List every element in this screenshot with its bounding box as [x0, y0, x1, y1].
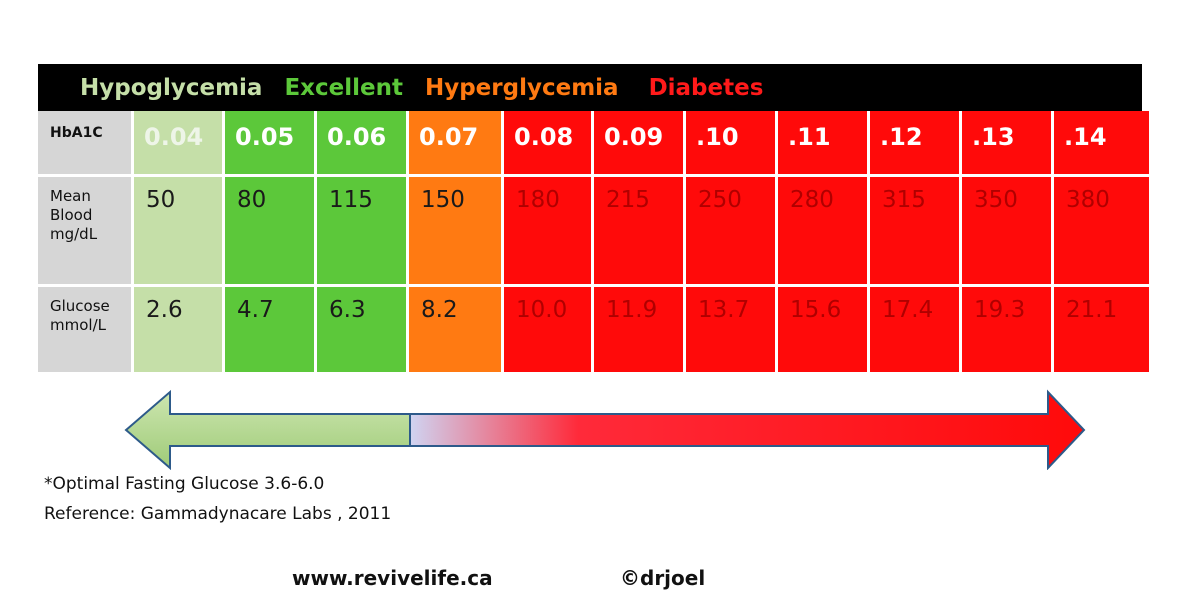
glucose-cell: 17.4	[870, 287, 962, 375]
legend-hypoglycemia: Hypoglycemia	[80, 74, 263, 101]
legend-excellent: Excellent	[284, 74, 403, 101]
mean-blood-cell: 150	[409, 177, 504, 287]
legend-bar: Hypoglycemia Excellent Hyperglycemia Dia…	[38, 64, 1142, 111]
hba1c-cell: 0.04	[134, 111, 225, 177]
row-label-hba1c: HbA1C	[38, 111, 134, 177]
hba1c-cell: .11	[778, 111, 870, 177]
legend-diabetes: Diabetes	[648, 74, 764, 101]
hba1c-conversion-table: HbA1C 0.04 0.05 0.06 0.07 0.08 0.09 .10 …	[38, 111, 1152, 375]
mean-blood-cell: 180	[504, 177, 594, 287]
mean-blood-cell: 380	[1054, 177, 1152, 287]
double-arrow-icon	[124, 389, 1086, 470]
mean-blood-cell: 115	[317, 177, 409, 287]
row-label-mean-blood: Mean Blood mg/dL	[38, 177, 134, 287]
mean-blood-cell: 350	[962, 177, 1054, 287]
hba1c-cell: .14	[1054, 111, 1152, 177]
hba1c-cell: 0.07	[409, 111, 504, 177]
row-label-line: mmol/L	[50, 316, 106, 334]
row-label-line: Mean	[50, 187, 91, 205]
glucose-cell: 10.0	[504, 287, 594, 375]
glucose-cell: 13.7	[686, 287, 778, 375]
glucose-cell: 6.3	[317, 287, 409, 375]
arrow-right-red	[409, 389, 1086, 470]
glucose-cell: 19.3	[962, 287, 1054, 375]
hba1c-cell: 0.09	[594, 111, 686, 177]
glucose-cell: 15.6	[778, 287, 870, 375]
hba1c-cell: .10	[686, 111, 778, 177]
glucose-cell: 21.1	[1054, 287, 1152, 375]
mean-blood-cell: 280	[778, 177, 870, 287]
arrow-left-green	[124, 389, 411, 470]
mean-blood-cell: 80	[225, 177, 317, 287]
row-label-line: Glucose	[50, 297, 110, 315]
legend-hyperglycemia: Hyperglycemia	[424, 74, 619, 101]
mean-blood-cell: 315	[870, 177, 962, 287]
optimal-glucose-note: *Optimal Fasting Glucose 3.6-6.0	[44, 474, 325, 494]
footer-copyright: ©drjoel	[620, 566, 706, 590]
mean-blood-cell: 250	[686, 177, 778, 287]
row-label-line: mg/dL	[50, 225, 98, 243]
mean-blood-cell: 50	[134, 177, 225, 287]
footer-url: www.revivelife.ca	[292, 566, 493, 590]
hba1c-cell: .12	[870, 111, 962, 177]
reference-note: Reference: Gammadynacare Labs , 2011	[44, 504, 392, 524]
row-label-line: Blood	[50, 206, 93, 224]
glucose-cell: 11.9	[594, 287, 686, 375]
hba1c-cell: 0.08	[504, 111, 594, 177]
glucose-cell: 2.6	[134, 287, 225, 375]
glucose-cell: 8.2	[409, 287, 504, 375]
hba1c-cell: 0.05	[225, 111, 317, 177]
mean-blood-cell: 215	[594, 177, 686, 287]
glucose-cell: 4.7	[225, 287, 317, 375]
row-label-glucose: Glucose mmol/L	[38, 287, 134, 375]
hba1c-cell: .13	[962, 111, 1054, 177]
hba1c-cell: 0.06	[317, 111, 409, 177]
